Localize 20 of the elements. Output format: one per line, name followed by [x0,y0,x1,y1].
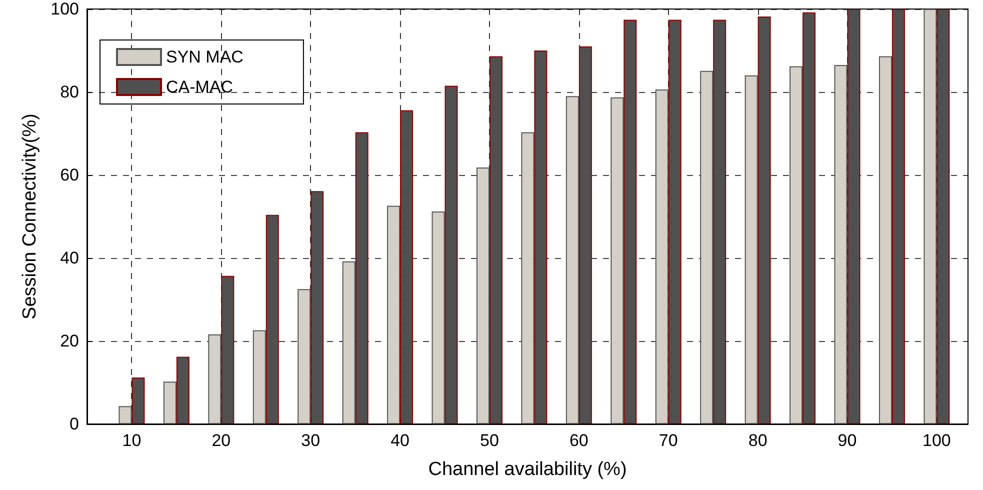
x-tick-label: 70 [658,431,678,450]
x-tick-label: 100 [922,431,951,450]
x-tick-label: 10 [122,431,142,450]
x-tick-label: 90 [838,431,857,450]
x-axis-title: Channel availability (%) [428,459,627,480]
y-tick-label: 100 [50,0,79,18]
x-tick-label: 60 [569,431,588,450]
x-tick-label: 20 [212,431,231,450]
y-tick-label: 0 [70,414,79,434]
legend-label: SYN MAC [166,48,244,66]
x-tick-label: 80 [748,431,768,450]
x-tick-label: 30 [301,431,320,450]
y-tick-label: 60 [60,166,79,184]
y-tick-label: 20 [60,332,79,350]
x-tick-label: 50 [480,431,499,450]
x-tick-label: 40 [390,431,410,450]
y-tick-label: 40 [60,248,79,268]
y-tick-label: 80 [60,82,79,102]
legend-label: CA-MAC [166,78,234,96]
y-axis-title: Session Connectivity(%) [20,114,41,320]
